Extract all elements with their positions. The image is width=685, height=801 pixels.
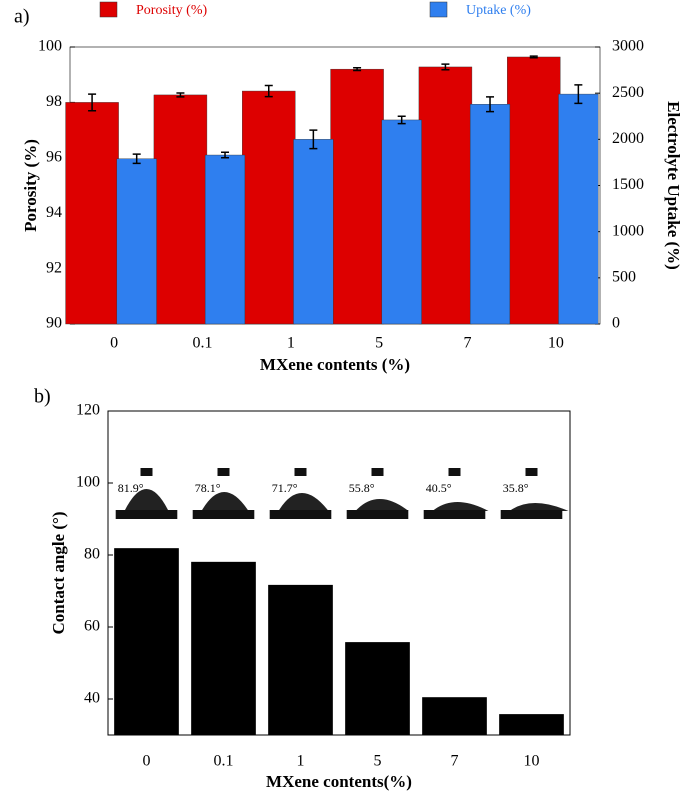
substrate [500, 510, 563, 519]
x-tick-label: 1 [297, 753, 305, 770]
bar [191, 561, 256, 735]
bar [469, 104, 511, 325]
legend-label: Porosity (%) [136, 3, 208, 18]
needle [525, 468, 538, 476]
droplet [201, 492, 249, 511]
x-tick-label: 5 [375, 335, 383, 352]
x-tick-label: 0 [143, 753, 151, 770]
y2-axis-title: Electrolyte Uptake (%) [664, 101, 683, 270]
y2-tick-label: 2000 [612, 130, 644, 147]
y-tick-label: 90 [46, 315, 62, 332]
x-axis-title: MXene contents (%) [260, 355, 410, 374]
y2-tick-label: 0 [612, 315, 620, 332]
error-bar [574, 84, 583, 105]
needle [371, 468, 384, 476]
y-tick-label: 80 [84, 546, 100, 563]
x-tick-label: 0.1 [193, 335, 213, 352]
error-bar [397, 115, 406, 125]
bar [330, 68, 384, 325]
needle [294, 468, 307, 476]
bar [114, 548, 179, 735]
y-axis-title: Contact angle (°) [49, 512, 68, 635]
droplet [124, 489, 169, 511]
bar [381, 119, 422, 325]
droplet [278, 493, 329, 511]
bar [507, 56, 561, 325]
y2-tick-label: 3000 [612, 38, 644, 55]
bar [242, 90, 296, 325]
legend-swatch [99, 1, 118, 18]
y-tick-label: 60 [84, 618, 100, 635]
substrate [346, 510, 409, 519]
angle-label: 71.7° [272, 481, 298, 495]
angle-label: 40.5° [426, 481, 452, 495]
error-bar [221, 151, 230, 159]
bar [153, 94, 208, 325]
bar [499, 714, 564, 735]
angle-label: 35.8° [503, 481, 529, 495]
error-bar [486, 96, 495, 113]
y2-tick-label: 1000 [612, 222, 644, 239]
droplet [355, 499, 409, 511]
angle-label: 78.1° [195, 481, 221, 495]
substrate [192, 510, 255, 519]
angle-label: 81.9° [118, 481, 144, 495]
x-tick-label: 10 [524, 753, 540, 770]
panel-label: a) [14, 6, 30, 28]
y-tick-label: 100 [76, 474, 100, 491]
needle [217, 468, 230, 476]
bar [268, 584, 333, 735]
needle [448, 468, 461, 476]
bar [345, 642, 410, 735]
y-tick-label: 40 [84, 690, 100, 707]
droplet [509, 503, 569, 511]
plot-frame [107, 410, 571, 736]
error-bar [176, 92, 185, 98]
x-tick-label: 7 [451, 753, 459, 770]
error-bar [353, 67, 362, 72]
y-tick-label: 92 [46, 259, 62, 276]
y2-tick-label: 1500 [612, 176, 644, 193]
droplet [432, 502, 489, 511]
y-tick-label: 98 [46, 93, 62, 110]
x-tick-label: 5 [374, 753, 382, 770]
bar [204, 154, 246, 325]
substrate [423, 510, 486, 519]
x-axis-title: MXene contents(%) [266, 772, 412, 791]
panel-label: b) [34, 386, 51, 408]
y-tick-label: 120 [76, 402, 100, 419]
legend-label: Uptake (%) [466, 3, 531, 18]
needle [140, 468, 153, 476]
bar [293, 139, 334, 325]
error-bar [441, 63, 450, 71]
y-tick-label: 94 [46, 204, 62, 221]
legend-swatch [429, 1, 448, 18]
error-bar [264, 84, 273, 98]
x-tick-label: 1 [287, 335, 295, 352]
error-bar [309, 129, 318, 150]
y-tick-label: 96 [46, 148, 62, 165]
y-axis-title: Porosity (%) [21, 139, 40, 232]
x-tick-label: 7 [464, 335, 472, 352]
y2-tick-label: 2500 [612, 84, 644, 101]
bar [422, 697, 487, 735]
x-tick-label: 0 [110, 335, 118, 352]
bar [418, 66, 473, 325]
x-tick-label: 0.1 [214, 753, 234, 770]
y2-tick-label: 500 [612, 269, 636, 286]
error-bar [88, 93, 97, 112]
angle-label: 55.8° [349, 481, 375, 495]
x-tick-label: 10 [548, 335, 564, 352]
substrate [269, 510, 332, 519]
error-bar [132, 153, 141, 165]
error-bar [529, 55, 538, 59]
bar [558, 93, 599, 325]
bar [116, 158, 157, 325]
y-tick-label: 100 [38, 38, 62, 55]
substrate [115, 510, 178, 519]
bar [65, 102, 119, 325]
